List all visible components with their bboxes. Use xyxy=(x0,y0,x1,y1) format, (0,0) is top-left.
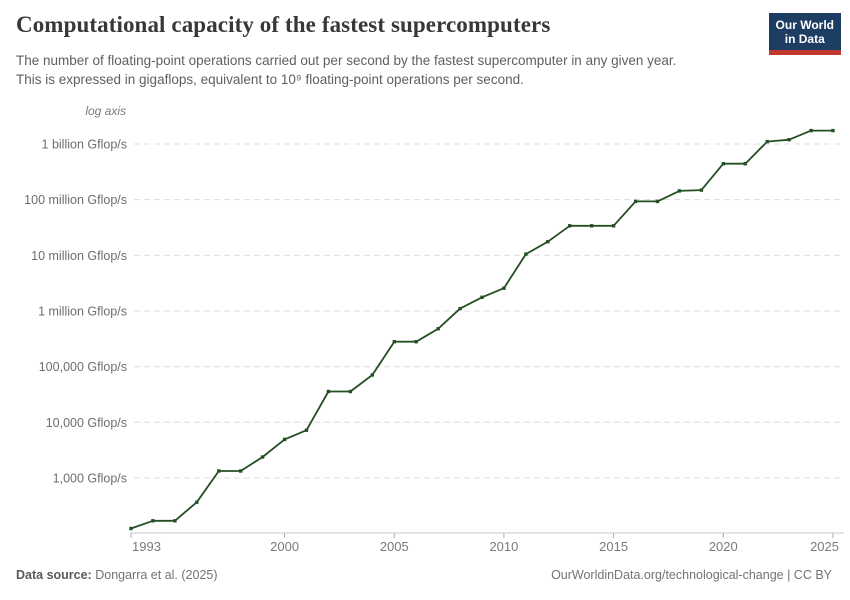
data-point xyxy=(655,199,660,204)
x-axis-tick-label: 2010 xyxy=(489,539,518,554)
data-point xyxy=(633,199,638,204)
y-axis-tick-label: 100 million Gflop/s xyxy=(24,193,127,207)
x-axis-tick-label: 2025 xyxy=(810,539,839,554)
data-point xyxy=(524,252,528,256)
owid-logo-line2: in Data xyxy=(784,32,825,46)
data-point xyxy=(480,295,484,299)
owid-logo: Our World in Data xyxy=(768,13,841,55)
chart-subtitle-line2: This is expressed in gigaflops, equivale… xyxy=(16,72,524,87)
data-point xyxy=(129,526,133,531)
data-point xyxy=(809,128,813,133)
data-point xyxy=(151,519,155,523)
y-axis-tick-label: 10 million Gflop/s xyxy=(31,249,127,263)
log-axis-note: log axis xyxy=(85,104,126,118)
chart-subtitle: The number of floating-point operations … xyxy=(16,51,776,89)
data-point xyxy=(502,286,506,290)
data-point xyxy=(282,437,287,442)
data-point xyxy=(458,306,462,311)
chart-subtitle-line1: The number of floating-point operations … xyxy=(16,53,677,68)
y-axis-tick-label: 1 billion Gflop/s xyxy=(42,138,127,152)
data-point xyxy=(743,162,747,166)
data-point xyxy=(239,469,243,473)
x-axis-tick-label: 1993 xyxy=(132,539,161,554)
y-axis-tick-label: 1,000 Gflop/s xyxy=(53,472,127,486)
data-point xyxy=(195,500,199,504)
data-point xyxy=(392,340,396,344)
data-point xyxy=(590,224,594,228)
data-source-value: Dongarra et al. (2025) xyxy=(95,568,218,582)
data-point xyxy=(326,389,331,394)
data-point xyxy=(348,389,353,394)
data-point xyxy=(173,519,177,523)
data-point xyxy=(721,162,725,166)
x-axis-tick-label: 2000 xyxy=(270,539,299,554)
y-axis-tick-label: 100,000 Gflop/s xyxy=(39,360,127,374)
data-line xyxy=(130,129,834,530)
x-axis-tick-label: 2015 xyxy=(599,539,628,554)
data-point xyxy=(414,340,418,344)
data-point xyxy=(436,327,440,331)
data-point xyxy=(611,224,616,228)
y-axis-tick-label: 1 million Gflop/s xyxy=(38,305,127,319)
data-point xyxy=(568,224,572,228)
owid-logo-line1: Our World xyxy=(775,18,834,32)
data-source-label: Data source: xyxy=(16,568,92,582)
y-axis-tick-label: 10,000 Gflop/s xyxy=(46,416,127,430)
data-point xyxy=(304,428,309,432)
data-point xyxy=(765,139,769,144)
x-axis-tick-label: 2020 xyxy=(709,539,738,554)
footer-credit: OurWorldinData.org/technological-change … xyxy=(551,568,832,582)
data-point xyxy=(370,373,374,377)
data-source: Data source: Dongarra et al. (2025) xyxy=(16,568,218,582)
data-point xyxy=(260,455,265,459)
data-point xyxy=(217,469,221,473)
data-point xyxy=(677,189,682,193)
data-point xyxy=(787,138,791,142)
data-point xyxy=(546,240,550,244)
data-point xyxy=(831,128,835,133)
data-point xyxy=(699,188,704,192)
x-axis-tick-label: 2005 xyxy=(380,539,409,554)
chart-title: Computational capacity of the fastest su… xyxy=(16,12,551,37)
